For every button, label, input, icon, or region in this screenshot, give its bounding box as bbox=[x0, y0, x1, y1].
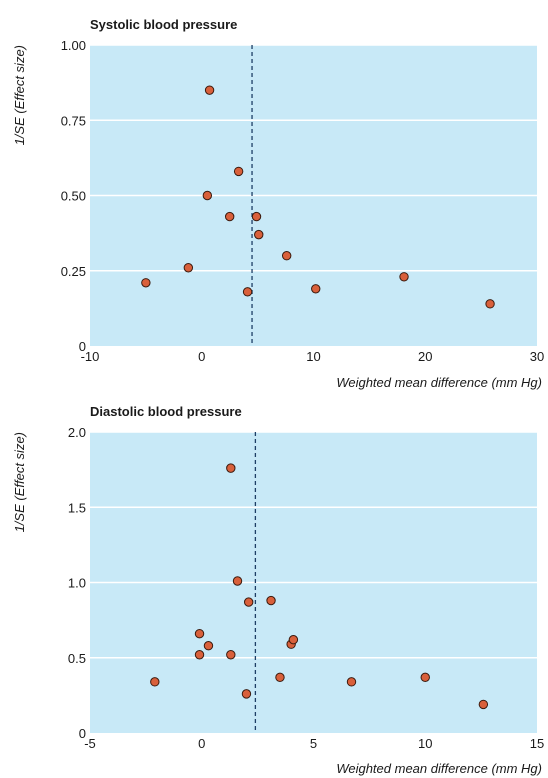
data-point bbox=[194, 650, 205, 660]
gridlines bbox=[90, 44, 537, 272]
data-point bbox=[203, 641, 214, 651]
x-axis-label: Weighted mean difference (mm Hg) bbox=[336, 761, 542, 776]
chart-title: Diastolic blood pressure bbox=[90, 404, 242, 419]
data-point bbox=[194, 628, 205, 639]
y-tick-label: 0.25 bbox=[61, 264, 86, 279]
data-point bbox=[275, 672, 285, 683]
data-point bbox=[399, 272, 409, 282]
data-point bbox=[141, 278, 151, 288]
y-tick-label: 0.50 bbox=[61, 189, 86, 204]
x-tick-label: 20 bbox=[418, 349, 432, 364]
y-axis-label: 1/SE (Effect size) bbox=[12, 45, 27, 145]
y-axis-label: 1/SE (Effect size) bbox=[12, 432, 27, 532]
x-tick-label: -10 bbox=[81, 349, 100, 364]
data-point bbox=[485, 299, 495, 309]
data-point bbox=[281, 251, 292, 261]
x-tick-labels: -10 0 10 20 30 bbox=[81, 349, 545, 364]
data-point bbox=[150, 677, 160, 687]
data-point bbox=[202, 190, 213, 201]
x-tick-label: 15 bbox=[530, 736, 544, 751]
x-tick-labels: -5 0 5 10 15 bbox=[84, 736, 544, 751]
y-tick-labels: 0 0.5 1.0 1.5 2.0 bbox=[68, 425, 86, 741]
data-points bbox=[141, 85, 495, 309]
y-tick-label: 0 bbox=[79, 726, 86, 741]
data-point bbox=[311, 284, 321, 294]
y-tick-labels: 0 0.25 0.50 0.75 1.00 bbox=[61, 38, 86, 354]
data-point bbox=[420, 672, 430, 683]
data-point bbox=[226, 650, 236, 660]
data-point bbox=[266, 595, 276, 606]
data-point bbox=[251, 211, 262, 222]
data-point bbox=[346, 677, 357, 687]
y-tick-label: 0.75 bbox=[61, 113, 86, 128]
x-tick-label: 10 bbox=[418, 736, 432, 751]
x-tick-label: 5 bbox=[310, 736, 317, 751]
data-point bbox=[254, 229, 264, 240]
x-tick-label: 0 bbox=[198, 736, 205, 751]
data-point bbox=[478, 699, 489, 710]
chart-title: Systolic blood pressure bbox=[90, 17, 237, 32]
x-tick-label: 10 bbox=[306, 349, 320, 364]
data-point bbox=[226, 463, 236, 473]
x-tick-label: 0 bbox=[198, 349, 205, 364]
data-point bbox=[241, 689, 252, 699]
data-point bbox=[243, 597, 254, 607]
diastolic-panel: -5 0 5 10 15 00.51.01.52.0 Diastolic blood p… bbox=[12, 404, 544, 776]
x-tick-label: 30 bbox=[530, 349, 544, 364]
systolic-panel: -10 0 10 20 30 00.250.500.751.00 Systolic bl… bbox=[12, 17, 544, 390]
x-axis-label: Weighted mean difference (mm Hg) bbox=[336, 375, 542, 390]
data-point bbox=[224, 211, 235, 222]
y-tick-label: 1.0 bbox=[68, 576, 86, 591]
gridlines bbox=[90, 431, 537, 659]
y-tick-label: 1.5 bbox=[68, 500, 86, 515]
data-point bbox=[232, 576, 243, 586]
data-point bbox=[204, 85, 215, 95]
y-tick-label: 0.5 bbox=[68, 651, 86, 666]
y-tick-label: 1.00 bbox=[61, 38, 86, 53]
y-tick-label: 0 bbox=[79, 339, 86, 354]
x-tick-label: -5 bbox=[84, 736, 96, 751]
y-tick-label: 2.0 bbox=[68, 425, 86, 440]
data-point bbox=[233, 166, 244, 177]
data-point bbox=[288, 634, 299, 645]
data-point bbox=[242, 287, 253, 297]
data-points bbox=[150, 463, 489, 710]
data-point bbox=[183, 263, 194, 273]
